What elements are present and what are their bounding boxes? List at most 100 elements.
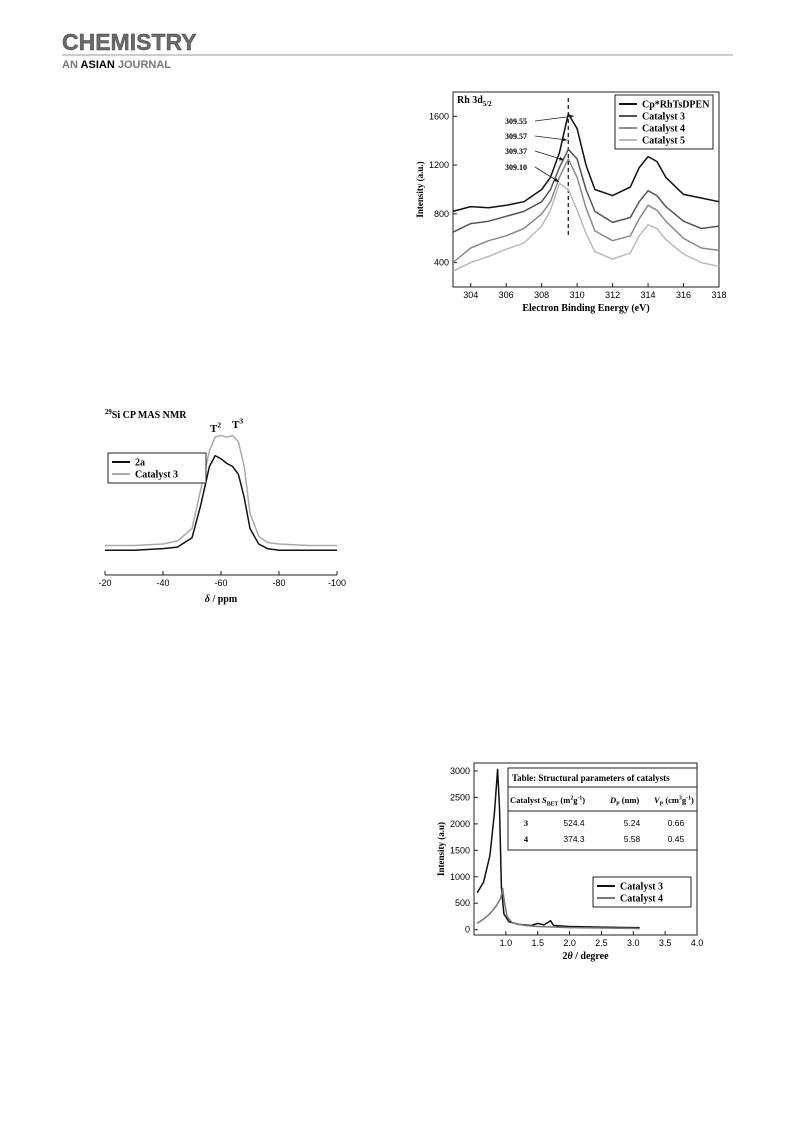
y-tick-label: 1000: [450, 872, 470, 882]
data-line: [452, 182, 720, 272]
data-line: [105, 454, 337, 551]
journal-subtitle: AN ASIAN JOURNAL: [62, 59, 171, 71]
text-segment: ASIAN: [81, 59, 115, 71]
x-tick-label: 4.0: [691, 938, 704, 948]
annotation: 309.55: [505, 117, 527, 126]
text-segment: T: [210, 423, 218, 435]
text-segment: 3: [239, 417, 243, 426]
x-tick-label: 312: [605, 290, 620, 300]
annotation-arrow: [534, 166, 560, 183]
x-tick-label: 314: [641, 290, 656, 300]
legend-label: Catalyst 3: [620, 882, 663, 893]
text-segment: ): [691, 795, 694, 805]
journal-title: CHEMISTRY: [62, 29, 197, 55]
y-tick-label: 400: [434, 258, 449, 268]
text-segment: D: [609, 795, 616, 805]
annotation: 309.10: [505, 163, 527, 172]
x-tick-label: -80: [272, 578, 285, 588]
text-segment: -1: [686, 796, 691, 802]
text-segment: g: [573, 795, 578, 805]
legend-label: Catalyst 3: [642, 112, 685, 123]
x-tick-label: 310: [570, 290, 585, 300]
legend-label: Catalyst 3: [135, 470, 178, 481]
legend-label: 2a: [135, 458, 145, 469]
x-axis-label: δ / ppm: [205, 594, 238, 605]
y-axis-label: Intensity (a.u): [436, 822, 446, 876]
annotation: 309.37: [505, 147, 527, 156]
text-segment: V: [654, 795, 661, 805]
legend-label: Catalyst 5: [642, 136, 685, 147]
arrow-head: [554, 177, 559, 182]
text-segment: 29: [105, 409, 112, 416]
table-title: Table: Structural parameters of catalyst…: [512, 773, 670, 783]
annotation: T3: [232, 417, 243, 431]
text-segment: 309.55: [505, 117, 527, 126]
table-cell: 374.3: [563, 834, 585, 844]
arrow-head: [559, 156, 564, 161]
text-segment: (cm: [663, 795, 679, 805]
arrow-head: [569, 114, 574, 119]
annotation: T2: [210, 421, 221, 435]
data-line: [452, 158, 720, 264]
y-tick-label: 2500: [450, 792, 470, 802]
table-header: VP (cm3g-1): [654, 795, 694, 808]
data-line: [452, 113, 720, 213]
legend-box: [107, 452, 207, 484]
x-tick-label: -100: [328, 578, 346, 588]
x-tick-label: 3.5: [659, 938, 672, 948]
annotation-arrow: [534, 135, 568, 141]
x-tick-label: -60: [214, 578, 227, 588]
text-segment: 3: [679, 796, 682, 802]
arrow-head: [562, 137, 567, 142]
x-tick-label: 318: [711, 290, 726, 300]
text-segment: P: [616, 802, 620, 808]
y-tick-label: 500: [455, 898, 470, 908]
data-line: [476, 887, 640, 930]
text-segment: (nm): [620, 795, 640, 805]
text-segment: 309.10: [505, 163, 527, 172]
text-segment: 2: [217, 421, 221, 430]
text-segment: / degree: [573, 951, 609, 962]
text-segment: P: [660, 802, 664, 808]
text-segment: BET: [547, 802, 559, 808]
data-line: [105, 434, 337, 547]
text-segment: Si CP MAS NMR: [112, 410, 188, 421]
chart-title: Rh 3d5/2: [457, 95, 492, 108]
table-cell: 5.58: [624, 834, 641, 844]
table-cell: 3: [524, 818, 528, 828]
table-header: DP (nm): [609, 795, 639, 808]
text-segment: AN: [62, 59, 81, 71]
data-line: [452, 148, 720, 233]
legend-label: Catalyst 4: [620, 894, 663, 905]
x-tick-label: 304: [463, 290, 478, 300]
x-axis-label: 2θ / degree: [562, 951, 609, 962]
y-axis-label: Intensity (a.u.): [415, 161, 425, 217]
annotation: 309.57: [505, 132, 527, 141]
text-segment: 2: [570, 796, 573, 802]
x-tick-label: 1.5: [531, 938, 544, 948]
annotation-arrow: [534, 150, 565, 161]
x-tick-label: 316: [676, 290, 691, 300]
legend-label: Cp*RhTsDPEN: [642, 100, 710, 111]
text-segment: 309.57: [505, 132, 527, 141]
text-segment: 2: [562, 951, 567, 962]
table-cell: 0.66: [668, 818, 685, 828]
text-segment: 5/2: [483, 101, 492, 108]
table-cell: 0.45: [668, 834, 685, 844]
x-tick-label: 2.5: [595, 938, 608, 948]
y-tick-label: 1200: [429, 160, 449, 170]
x-tick-label: 306: [499, 290, 514, 300]
table-cell: 524.4: [563, 818, 585, 828]
x-axis-label: Electron Binding Energy (eV): [522, 303, 649, 314]
x-tick-label: -20: [98, 578, 111, 588]
text-segment: / ppm: [210, 594, 238, 605]
y-tick-label: 1600: [429, 111, 449, 121]
text-segment: (m: [558, 795, 570, 805]
y-tick-label: 1500: [450, 845, 470, 855]
y-tick-label: 3000: [450, 766, 470, 776]
text-segment: -1: [577, 796, 582, 802]
text-segment: δ: [205, 594, 210, 605]
